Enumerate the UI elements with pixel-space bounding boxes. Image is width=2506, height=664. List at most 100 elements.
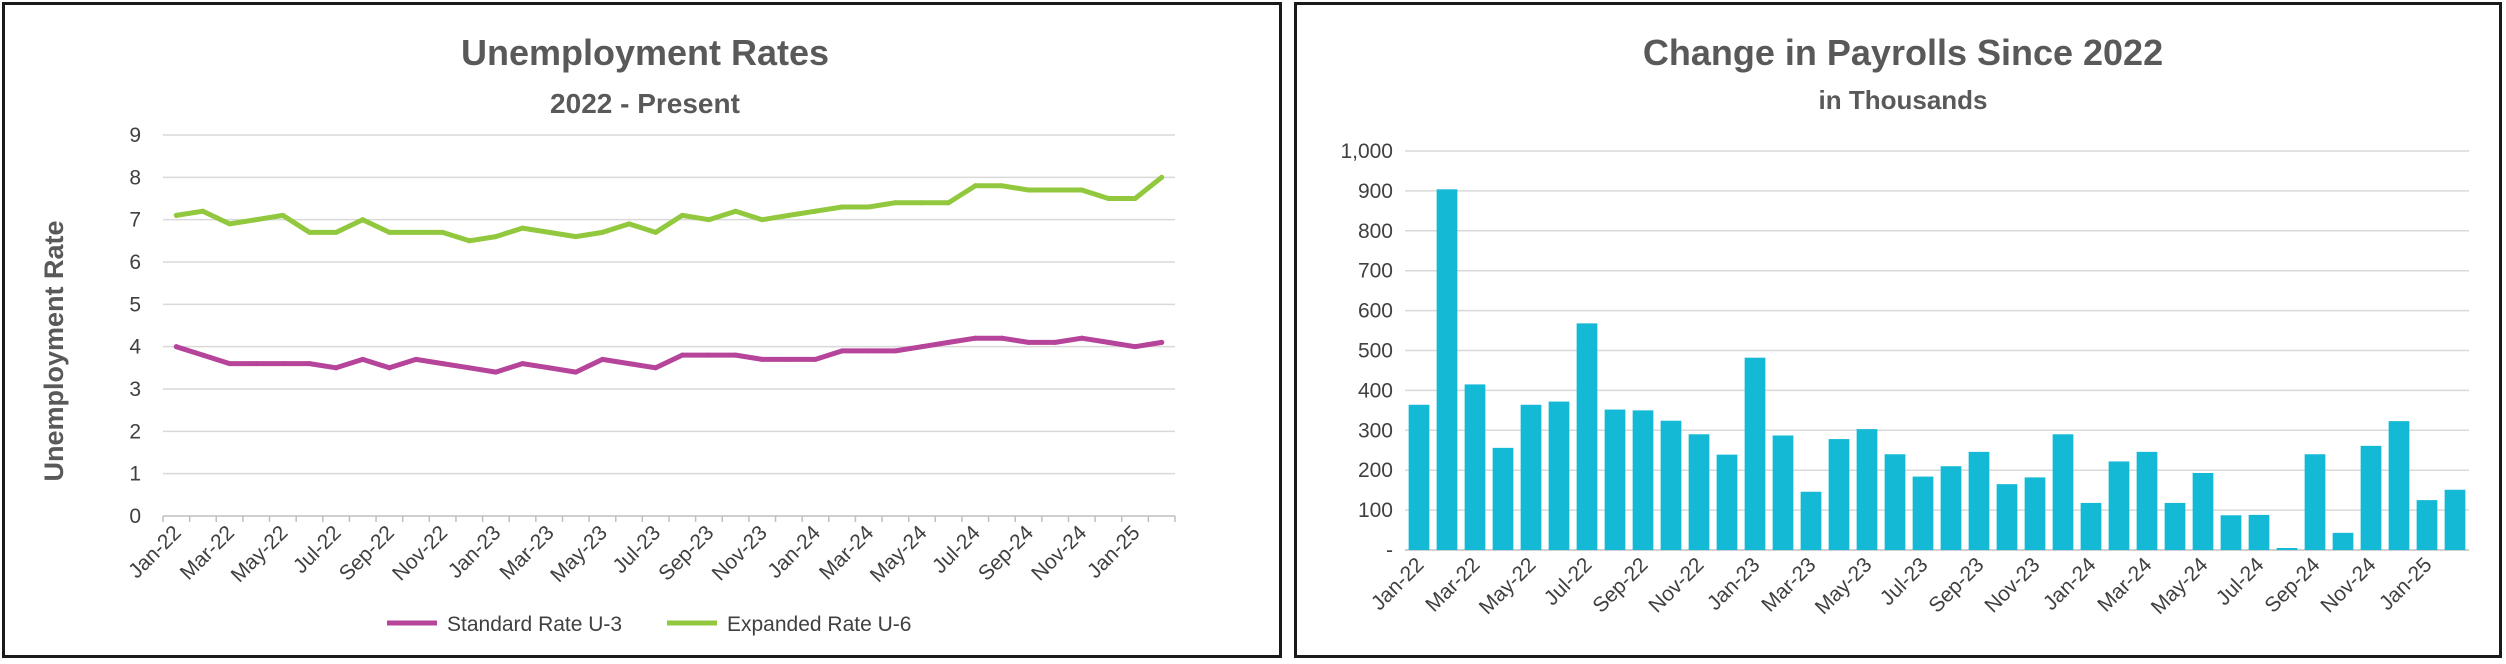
series-line-u3	[173, 335, 1165, 375]
data-point	[1132, 196, 1138, 201]
x-tick-label: Nov-23	[708, 521, 772, 585]
data-point	[679, 212, 685, 218]
y-tick-label: 900	[1358, 180, 1393, 203]
data-point	[440, 361, 446, 367]
data-point	[200, 208, 206, 214]
bar-Oct-23	[1996, 484, 2018, 550]
data-point	[386, 365, 392, 371]
x-tick-label: Sep-24	[974, 521, 1038, 585]
data-point	[599, 356, 605, 362]
y-tick-label: 200	[1358, 459, 1393, 482]
bar-Feb-22	[1436, 189, 1458, 550]
bar-Mar-23	[1800, 491, 1822, 550]
bar-Jan-23	[1744, 357, 1766, 550]
x-tick-label: May-22	[227, 521, 293, 587]
data-point	[812, 356, 818, 362]
x-tick-label: Sep-22	[335, 521, 399, 585]
data-point	[200, 352, 206, 358]
y-tick-label: 500	[1358, 340, 1393, 363]
data-point	[280, 212, 286, 218]
x-tick-label: Mar-23	[1757, 553, 1820, 616]
bar-Jul-22	[1576, 323, 1598, 550]
y-tick-label: 0	[129, 505, 141, 528]
bar-Sep-24	[2304, 454, 2326, 550]
bar-Aug-24	[2276, 548, 2298, 550]
bar-Aug-22	[1604, 409, 1626, 550]
data-point	[360, 217, 366, 223]
bar-Apr-22	[1492, 447, 1514, 550]
data-point	[1159, 174, 1165, 180]
data-point	[173, 212, 179, 218]
x-tick-label: Jan-22	[124, 521, 186, 583]
y-tick-label: 2	[129, 420, 141, 443]
data-point	[786, 212, 792, 218]
bar-Oct-22	[1660, 420, 1682, 550]
y-tick-label: 700	[1358, 260, 1393, 283]
bar-Oct-24	[2332, 532, 2354, 550]
bar-Sep-22	[1632, 410, 1654, 550]
bar-Jan-25	[2416, 500, 2438, 550]
chart-title: Change in Payrolls Since 2022	[1643, 32, 2163, 73]
data-point	[759, 356, 765, 362]
data-point	[733, 208, 739, 214]
x-tick-label: Sep-23	[1924, 553, 1988, 617]
data-point	[946, 200, 952, 206]
data-point	[866, 204, 872, 210]
bar-Dec-22	[1716, 454, 1738, 550]
bar-Aug-23	[1940, 466, 1962, 550]
x-tick-label: Jan-24	[2039, 553, 2101, 615]
x-tick-label: Sep-22	[1588, 553, 1652, 617]
data-point	[440, 229, 446, 235]
bar-Sep-23	[1968, 451, 1990, 550]
data-point	[1159, 339, 1165, 345]
x-tick-label: Nov-24	[1027, 521, 1091, 585]
data-point	[1105, 196, 1111, 201]
data-point	[999, 183, 1005, 189]
x-tick-label: Jan-25	[2375, 553, 2437, 615]
bar-May-22	[1520, 404, 1542, 550]
data-point	[892, 200, 898, 206]
data-point	[227, 221, 233, 227]
data-point	[280, 361, 286, 367]
payrolls-bar-chart: Change in Payrolls Since 2022 in Thousan…	[1340, 32, 2469, 619]
data-point	[360, 356, 366, 362]
data-point	[1026, 339, 1032, 345]
data-point	[839, 348, 845, 354]
x-tick-label: May-22	[1475, 553, 1541, 619]
unemployment-line-chart: Unemployment Rates 2022 - Present Unempl…	[39, 32, 1176, 636]
data-point	[919, 344, 925, 350]
data-point	[546, 229, 552, 235]
bar-Nov-24	[2360, 445, 2382, 550]
data-point	[1026, 187, 1032, 193]
data-point	[679, 352, 685, 358]
data-point	[946, 339, 952, 345]
data-point	[386, 229, 392, 235]
y-tick-label: 600	[1358, 300, 1393, 323]
data-point	[306, 229, 312, 235]
data-point	[919, 200, 925, 206]
bar-Feb-25	[2444, 489, 2466, 550]
data-point	[466, 365, 472, 371]
chart-subtitle: 2022 - Present	[550, 88, 740, 119]
x-tick-label: Sep-24	[2260, 553, 2324, 617]
x-tick-label: May-23	[546, 521, 612, 587]
y-axis-label: Unemployment Rate	[39, 220, 69, 481]
bar-Jun-24	[2220, 515, 2242, 550]
bar-Apr-24	[2164, 502, 2186, 550]
x-tick-label: Mar-24	[2093, 553, 2157, 617]
bar-May-23	[1856, 429, 1878, 550]
y-tick-label: 300	[1358, 419, 1393, 442]
data-point	[520, 225, 526, 231]
bar-Jun-22	[1548, 401, 1570, 550]
data-point	[333, 365, 339, 371]
data-point	[333, 229, 339, 235]
data-point	[653, 229, 659, 235]
x-tick-label: Nov-22	[1644, 553, 1708, 617]
data-point	[413, 356, 419, 362]
data-point	[413, 229, 419, 235]
data-point	[1105, 339, 1111, 345]
data-point	[972, 335, 978, 341]
legend-label-u3: Standard Rate U-3	[447, 613, 622, 636]
bar-Jan-22	[1408, 404, 1430, 550]
x-tick-label: May-23	[1811, 553, 1877, 619]
